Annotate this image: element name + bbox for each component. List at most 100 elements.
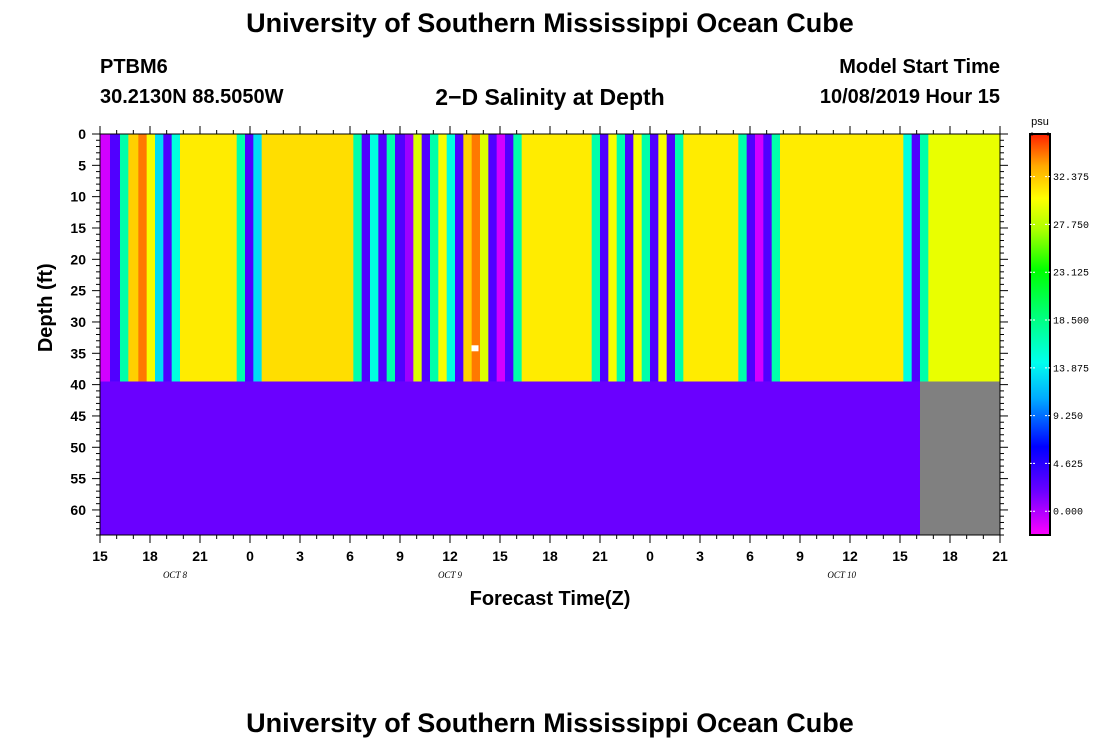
salinity-column (658, 134, 668, 382)
model-start-time-value: 10/08/2019 Hour 15 (819, 86, 1000, 108)
salinity-column (513, 134, 523, 382)
salinity-column (903, 134, 913, 382)
no-data-region (920, 381, 1000, 535)
x-tick-label: 15 (92, 548, 108, 564)
x-tick-label: 12 (842, 548, 858, 564)
x-tick-label: 9 (396, 548, 404, 564)
x-axis-label: Forecast Time(Z) (470, 588, 631, 610)
salinity-column (253, 134, 263, 382)
y-tick-label: 0 (78, 126, 86, 142)
salinity-column (738, 134, 748, 382)
salinity-column (100, 134, 111, 382)
station-id: PTBM6 (100, 56, 168, 78)
salinity-column (771, 134, 781, 382)
station-coordinates: 30.2130N 88.5050W (100, 86, 284, 108)
salinity-column (405, 134, 414, 382)
y-tick-label: 60 (70, 502, 86, 518)
salinity-column (128, 134, 139, 382)
salinity-column (180, 134, 238, 382)
y-tick-label: 5 (78, 157, 86, 173)
salinity-column (641, 134, 651, 382)
salinity-heatmap (100, 134, 1001, 535)
y-tick-label: 30 (70, 314, 86, 330)
y-tick-label: 55 (70, 471, 86, 487)
x-tick-label: 18 (142, 548, 158, 564)
salinity-column (521, 134, 593, 382)
salinity-column (675, 134, 684, 382)
salinity-column (395, 134, 406, 382)
y-tick-label: 10 (70, 189, 86, 205)
salinity-column (155, 134, 164, 382)
date-label: OCT 9 (438, 570, 463, 580)
salinity-column (633, 134, 643, 382)
x-tick-label: 12 (442, 548, 458, 564)
salinity-column (110, 134, 121, 382)
date-label: OCT 10 (827, 570, 856, 580)
salinity-column (370, 134, 379, 382)
x-tick-label: 15 (892, 548, 908, 564)
colorbar-label: 9.250 (1053, 412, 1083, 423)
colorbar: psu 32.375 27.750 23.125 18.500 13.875 9.250 4… (1029, 116, 1089, 536)
colorbar-corner-dot (1046, 132, 1050, 136)
salinity-column (780, 134, 904, 382)
salinity-column (463, 134, 473, 382)
salinity-column (763, 134, 773, 382)
salinity-column (438, 134, 448, 382)
model-start-time-label: Model Start Time (839, 56, 1000, 78)
y-tick-label: 20 (70, 251, 86, 267)
below-bottom-region (100, 381, 920, 535)
salinity-column (600, 134, 609, 382)
salinity-column (163, 134, 173, 382)
x-tick-label: 9 (796, 548, 804, 564)
missing-value-marker (471, 345, 479, 352)
x-tick-label: 21 (192, 548, 208, 564)
x-tick-label: 15 (492, 548, 508, 564)
y-tick-label: 50 (70, 439, 86, 455)
plot-title: 2−D Salinity at Depth (435, 84, 665, 110)
salinity-column (421, 134, 431, 382)
salinity-column (138, 134, 148, 382)
salinity-column (608, 134, 618, 382)
footer-title: University of Southern Mississippi Ocean… (246, 708, 854, 738)
salinity-column (666, 134, 676, 382)
colorbar-label: 27.750 (1053, 221, 1089, 232)
salinity-column (171, 134, 181, 382)
salinity-column (591, 134, 601, 382)
salinity-column (455, 134, 464, 382)
salinity-column (361, 134, 371, 382)
salinity-column (413, 134, 423, 382)
y-tick-label: 35 (70, 345, 86, 361)
salinity-column (353, 134, 363, 382)
y-tick-label: 45 (70, 408, 86, 424)
colorbar-label: 18.500 (1053, 317, 1089, 328)
salinity-column (755, 134, 764, 382)
colorbar-label: 23.125 (1053, 269, 1089, 280)
x-tick-label: 0 (246, 548, 254, 564)
salinity-column (505, 134, 514, 382)
salinity-column (911, 134, 921, 382)
salinity-column (378, 134, 388, 382)
salinity-column (245, 134, 254, 382)
salinity-column (928, 134, 1001, 382)
colorbar-label: 13.875 (1053, 364, 1089, 375)
x-tick-label: 21 (992, 548, 1008, 564)
salinity-column (625, 134, 634, 382)
colorbar-label: 0.000 (1053, 508, 1083, 519)
x-tick-label: 18 (542, 548, 558, 564)
salinity-column (386, 134, 396, 382)
salinity-column (746, 134, 756, 382)
date-label: OCT 8 (163, 570, 188, 580)
colorbar-label: 32.375 (1053, 173, 1089, 184)
x-tick-label: 6 (346, 548, 354, 564)
x-tick-label: 3 (696, 548, 704, 564)
x-tick-label: 18 (942, 548, 958, 564)
x-tick-label: 0 (646, 548, 654, 564)
x-tick-label: 21 (592, 548, 608, 564)
colorbar-unit: psu (1031, 116, 1049, 128)
salinity-column (488, 134, 498, 382)
salinity-column (480, 134, 489, 382)
y-tick-label: 15 (70, 220, 86, 236)
salinity-column (616, 134, 626, 382)
